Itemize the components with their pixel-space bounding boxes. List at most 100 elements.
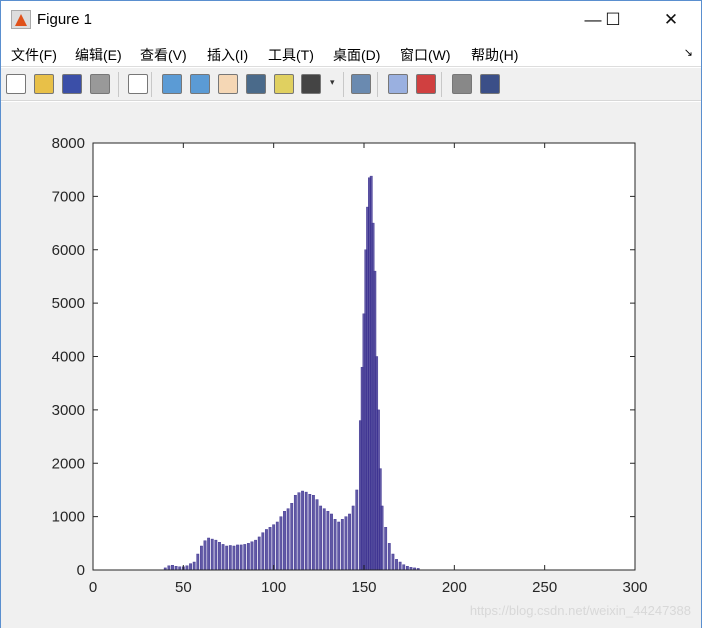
histogram-bar	[286, 508, 290, 571]
histogram-bar	[214, 539, 218, 571]
matlab-logo-icon	[11, 10, 31, 29]
histogram-bar	[283, 511, 286, 571]
histogram-bar	[228, 545, 232, 571]
menu-item[interactable]: 编辑(E)	[75, 47, 122, 63]
histogram-bar	[330, 513, 333, 571]
histogram-bar	[398, 561, 402, 571]
link-icon[interactable]	[351, 74, 371, 94]
rotate-icon[interactable]	[246, 74, 266, 94]
histogram-bar	[236, 544, 239, 571]
hide-plot-tools-icon[interactable]	[452, 74, 472, 94]
y-tick-label: 5000	[52, 295, 85, 312]
histogram-bar	[326, 511, 330, 571]
histogram-bar	[203, 540, 207, 571]
brush-icon[interactable]	[301, 74, 321, 94]
histogram-bar	[243, 544, 247, 571]
toolbar-separator	[441, 72, 442, 97]
histogram-bar	[257, 536, 261, 571]
menu-item[interactable]: 文件(F)	[11, 47, 57, 63]
histogram-bar	[395, 559, 398, 571]
histogram-bar	[254, 539, 257, 571]
histogram-bar	[304, 491, 308, 571]
x-tick-label: 200	[442, 579, 467, 596]
histogram-bar	[308, 494, 312, 571]
histogram-bar	[333, 519, 337, 571]
menu-item[interactable]: 工具(T)	[268, 47, 314, 63]
brush-dropdown-icon[interactable]: ▾	[330, 77, 335, 87]
histogram-bar	[199, 545, 203, 571]
figure-canvas: 0 50 100 150 200 250 300 0 1000 2000 3000 4000 5000 6…	[1, 102, 701, 628]
histogram-bar	[232, 545, 236, 571]
menu-item[interactable]: 桌面(D)	[333, 47, 381, 63]
histogram-bar	[405, 566, 409, 571]
histogram-bar	[272, 524, 276, 571]
histogram-bar	[402, 564, 406, 571]
y-tick-label: 0	[77, 562, 85, 579]
data-cursor-icon[interactable]	[274, 74, 294, 94]
menu-item[interactable]: 插入(I)	[207, 47, 249, 63]
histogram-bar	[290, 503, 294, 571]
menu-item[interactable]: 帮助(H)	[471, 47, 519, 63]
colorbar-icon[interactable]	[388, 74, 408, 94]
histogram-bar	[239, 544, 243, 571]
y-tick-label: 2000	[52, 455, 85, 472]
y-tick-label: 4000	[52, 349, 85, 366]
dock-arrow-icon[interactable]: ↘	[683, 47, 693, 59]
histogram-bar	[297, 492, 301, 571]
histogram-bar	[312, 495, 315, 571]
histogram-bar	[391, 553, 395, 571]
zoom-in-icon[interactable]	[162, 74, 182, 94]
minimize-button[interactable]: —	[584, 10, 602, 29]
toolbar-separator	[343, 72, 344, 97]
histogram-bar	[279, 516, 283, 571]
maximize-button[interactable]: ☐	[605, 10, 621, 29]
histogram-bar	[337, 521, 341, 571]
histogram-bar	[265, 529, 268, 571]
close-button[interactable]: ✕	[663, 10, 679, 29]
y-tick-label: 7000	[52, 188, 85, 205]
histogram-bar	[319, 505, 323, 571]
histogram-bar	[322, 508, 326, 571]
histogram-bar	[218, 542, 221, 571]
show-plot-tools-icon[interactable]	[480, 74, 500, 94]
menu-bar: ↘ 文件(F) 编辑(E) 查看(V) 插入(I) 工具(T) 桌面(D) 窗口(W) 帮助(…	[1, 38, 701, 67]
zoom-out-icon[interactable]	[190, 74, 210, 94]
histogram-bar	[210, 538, 214, 571]
y-tick-label: 1000	[52, 509, 85, 526]
y-tick-label: 6000	[52, 242, 85, 259]
new-icon[interactable]	[6, 74, 26, 94]
histogram-bar	[250, 541, 254, 571]
x-tick-label: 300	[622, 579, 647, 596]
histogram-bar	[355, 489, 359, 571]
histogram-chart: 0 50 100 150 200 250 3000100020003000400050006…	[52, 135, 648, 596]
save-icon[interactable]	[62, 74, 82, 94]
histogram-bar	[275, 521, 279, 571]
open-icon[interactable]	[34, 74, 54, 94]
histogram-bar	[167, 565, 171, 571]
x-tick-label: 100	[261, 579, 286, 596]
histogram-bar	[293, 495, 297, 571]
y-tick-label: 3000	[52, 402, 85, 419]
histogram-bar	[301, 490, 304, 571]
histogram-bar	[344, 516, 348, 571]
print-icon[interactable]	[90, 74, 110, 94]
toolbar-separator	[151, 72, 152, 97]
histogram-bar	[225, 545, 229, 571]
y-tick-label: 8000	[52, 135, 85, 152]
histogram-bar	[261, 532, 265, 571]
title-bar: Figure 1 — ☐ ✕	[1, 1, 701, 38]
menu-item[interactable]: 查看(V)	[140, 47, 187, 63]
toolbar: ▾	[1, 68, 701, 101]
histogram-bar	[348, 513, 351, 571]
pan-icon[interactable]	[218, 74, 238, 94]
histogram-bar	[387, 543, 391, 571]
pointer-icon[interactable]	[128, 74, 148, 94]
histogram-bar	[351, 505, 355, 571]
histogram-bar	[174, 566, 178, 571]
histogram-bar	[384, 527, 388, 571]
legend-icon[interactable]	[416, 74, 436, 94]
watermark: https://blog.csdn.net/weixin_44247388	[469, 603, 691, 618]
menu-item[interactable]: 窗口(W)	[400, 47, 451, 63]
x-tick-label: 150	[351, 579, 376, 596]
